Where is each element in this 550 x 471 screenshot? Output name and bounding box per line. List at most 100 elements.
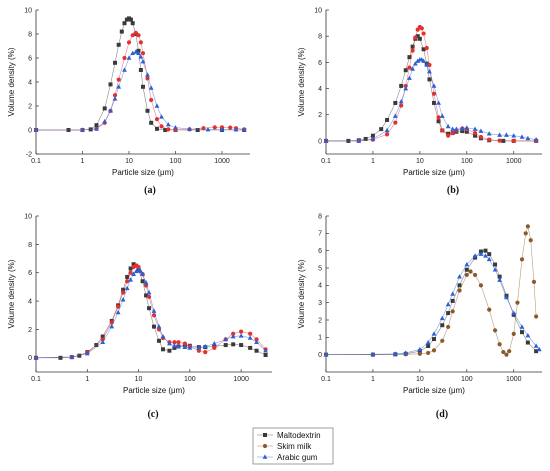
data-point — [113, 60, 118, 65]
data-point — [149, 120, 154, 125]
data-point — [431, 83, 437, 88]
y-tick-label: 4 — [318, 283, 322, 290]
data-point — [254, 339, 259, 345]
data-point — [436, 119, 441, 124]
data-point — [122, 55, 127, 61]
x-tick-label: 1 — [81, 158, 85, 165]
data-point — [130, 33, 135, 38]
x-tick-label: 0.1 — [321, 376, 331, 383]
series-line-skim-milk — [326, 26, 537, 142]
y-tick-label: 6 — [318, 60, 322, 67]
y-axis-title: Volume density (%) — [297, 259, 306, 328]
data-point — [122, 67, 127, 72]
data-point — [138, 40, 143, 45]
data-point — [128, 270, 133, 275]
data-point — [419, 26, 424, 31]
data-point — [94, 126, 99, 131]
x-tick-label: 1 — [371, 158, 375, 165]
data-point — [146, 289, 152, 295]
data-point — [393, 100, 398, 105]
data-point — [379, 127, 384, 132]
data-point — [417, 36, 422, 41]
data-point — [173, 125, 178, 130]
y-tick-label: 0 — [318, 352, 322, 359]
data-point — [460, 129, 465, 134]
data-point — [536, 346, 542, 352]
y-tick-label: 4 — [318, 86, 322, 93]
data-point — [116, 304, 121, 309]
data-point — [230, 333, 236, 339]
x-tick-label: 0.1 — [31, 376, 41, 383]
y-tick-label: 10 — [24, 213, 32, 220]
data-point — [33, 127, 39, 132]
legend-label-arabic-gum: Arabic gum — [277, 453, 318, 462]
data-point — [152, 324, 156, 329]
legend-marker-maltodextrin — [263, 433, 267, 437]
x-tick-label: 1000 — [233, 376, 249, 383]
data-point — [116, 77, 121, 82]
data-point — [154, 117, 160, 122]
series-line-skim-milk — [36, 32, 245, 131]
x-tick-label: 100 — [461, 158, 473, 165]
x-tick-label: 100 — [461, 376, 473, 383]
series-skim-milk — [323, 24, 539, 144]
data-point — [143, 280, 149, 285]
data-point — [223, 336, 229, 342]
data-point — [167, 348, 172, 353]
y-tick-label: 2 — [28, 103, 32, 110]
data-point — [431, 331, 437, 336]
chart-panel-3: 0 2 4 6 8 10 0.1 1 10 100 1000 Particle size (μm) Vo… — [7, 213, 272, 420]
legend-marker-skim-milk — [262, 443, 268, 449]
data-point — [450, 130, 455, 136]
data-point — [159, 114, 164, 119]
data-point — [525, 333, 531, 338]
series-maltodextrin — [34, 262, 268, 360]
data-point — [121, 290, 126, 295]
data-point — [241, 127, 247, 132]
x-axis-title: Particle size (μm) — [403, 386, 465, 395]
data-point — [410, 66, 416, 71]
data-point — [140, 271, 146, 276]
x-tick-label: 10 — [125, 158, 133, 165]
series-arabic-gum — [33, 267, 268, 360]
data-point — [483, 253, 488, 258]
data-point — [511, 331, 516, 336]
data-point — [492, 328, 498, 333]
data-point — [520, 330, 525, 335]
data-point — [145, 108, 150, 113]
data-point — [109, 324, 115, 329]
data-point — [497, 342, 502, 347]
data-point — [511, 310, 517, 315]
data-point — [453, 126, 459, 131]
y-tick-label: 8 — [318, 213, 322, 220]
series-skim-milk — [323, 224, 539, 357]
y-axis-title: Volume density (%) — [7, 259, 16, 328]
data-point — [519, 324, 525, 329]
y-tick-label: 4 — [28, 298, 32, 305]
data-point — [239, 343, 244, 348]
x-tick-label: 10 — [416, 158, 424, 165]
data-point — [151, 308, 157, 313]
series-maltodextrin — [34, 16, 247, 132]
data-point — [130, 50, 136, 55]
data-point — [136, 33, 141, 38]
legend-label-maltodextrin: Maltodextrin — [277, 431, 321, 440]
data-point — [138, 68, 143, 72]
data-point — [450, 291, 456, 296]
data-point — [450, 309, 455, 314]
x-tick-label: 0.1 — [321, 158, 331, 165]
data-point — [202, 343, 208, 349]
data-point — [525, 224, 530, 229]
x-tick-label: 1 — [85, 376, 89, 383]
data-point — [504, 294, 509, 300]
data-point — [501, 349, 506, 355]
data-point — [109, 320, 114, 325]
y-axis-title: Volume density (%) — [7, 47, 16, 116]
data-point — [392, 351, 398, 356]
data-point — [483, 248, 488, 253]
data-point — [144, 293, 149, 298]
data-point — [464, 272, 469, 278]
data-point — [425, 339, 431, 345]
data-point — [457, 283, 462, 288]
